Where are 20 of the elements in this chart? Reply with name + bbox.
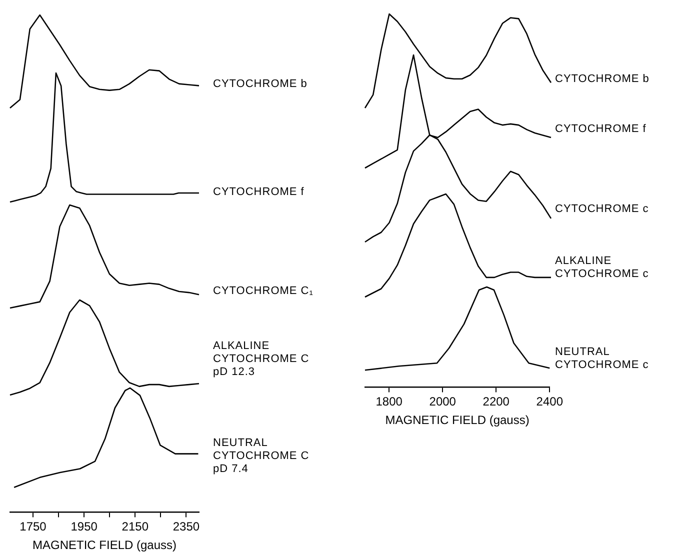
x-axis-title: MAGNETIC FIELD (gauss) [385, 413, 530, 428]
series-label: CYTOCHROME b [555, 73, 650, 86]
series-label: CYTOCHROME f [555, 123, 646, 136]
series-label: ALKALINE CYTOCHROME c [555, 255, 649, 281]
series-label: CYTOCHROME c [555, 203, 649, 216]
x-tick-label: 2200 [482, 394, 510, 409]
series-label: NEUTRAL CYTOCHROME c [555, 346, 649, 372]
x-tick-label: 1950 [70, 520, 98, 534]
series-label: CYTOCHROME b [213, 78, 308, 91]
series-label: CYTOCHROME C₁ [213, 285, 314, 298]
x-tick-label: 1800 [376, 394, 403, 409]
x-tick-label: 2400 [536, 394, 564, 409]
x-tick-label: 2000 [429, 394, 456, 409]
series-label: NEUTRAL CYTOCHROME C pD 7.4 [213, 437, 310, 476]
series-label: ALKALINE CYTOCHROME C pD 12.3 [213, 340, 310, 379]
series-label: CYTOCHROME f [213, 186, 304, 199]
x-tick-label: 2350 [172, 520, 200, 534]
x-tick-label: 2150 [122, 520, 149, 534]
x-tick-label: 1750 [20, 520, 47, 534]
x-axis-title: MAGNETIC FIELD (gauss) [32, 538, 177, 552]
